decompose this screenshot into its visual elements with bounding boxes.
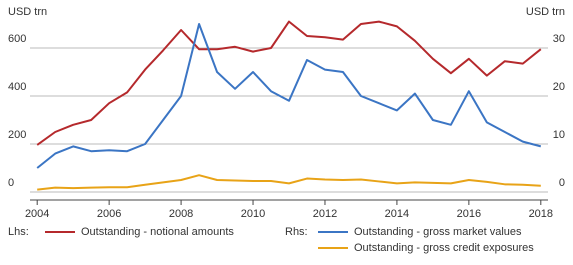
x-tick-label: 2016 xyxy=(457,208,481,220)
x-tick-label: 2006 xyxy=(97,208,121,220)
x-tick-label: 2010 xyxy=(241,208,265,220)
x-tick-label: 2014 xyxy=(385,208,409,220)
legend-label: Outstanding - gross credit exposures xyxy=(354,242,534,254)
x-tick-label: 2004 xyxy=(25,208,49,220)
y2-tick-label: 0 xyxy=(559,177,565,189)
x-tick-label: 2018 xyxy=(529,208,553,220)
series-line xyxy=(36,23,542,169)
legend-label: Outstanding - gross market values xyxy=(354,226,522,238)
y-axis-label: USD trn xyxy=(8,6,47,18)
legend-group-label: Rhs: xyxy=(285,226,308,238)
x-tick-label: 2012 xyxy=(313,208,337,220)
y-tick-label: 0 xyxy=(8,177,14,189)
y-tick-label: 200 xyxy=(8,129,26,141)
y2-tick-label: 30 xyxy=(553,33,565,45)
y-tick-label: 400 xyxy=(8,81,26,93)
legend-group-label: Lhs: xyxy=(8,226,29,238)
series-line xyxy=(36,20,542,146)
legend-label: Outstanding - notional amounts xyxy=(81,226,234,238)
y-tick-label: 600 xyxy=(8,33,26,45)
y2-axis-label: USD trn xyxy=(526,6,565,18)
y2-tick-label: 20 xyxy=(553,81,565,93)
x-tick-label: 2008 xyxy=(169,208,193,220)
series-line xyxy=(37,174,541,191)
y2-tick-label: 10 xyxy=(553,129,565,141)
